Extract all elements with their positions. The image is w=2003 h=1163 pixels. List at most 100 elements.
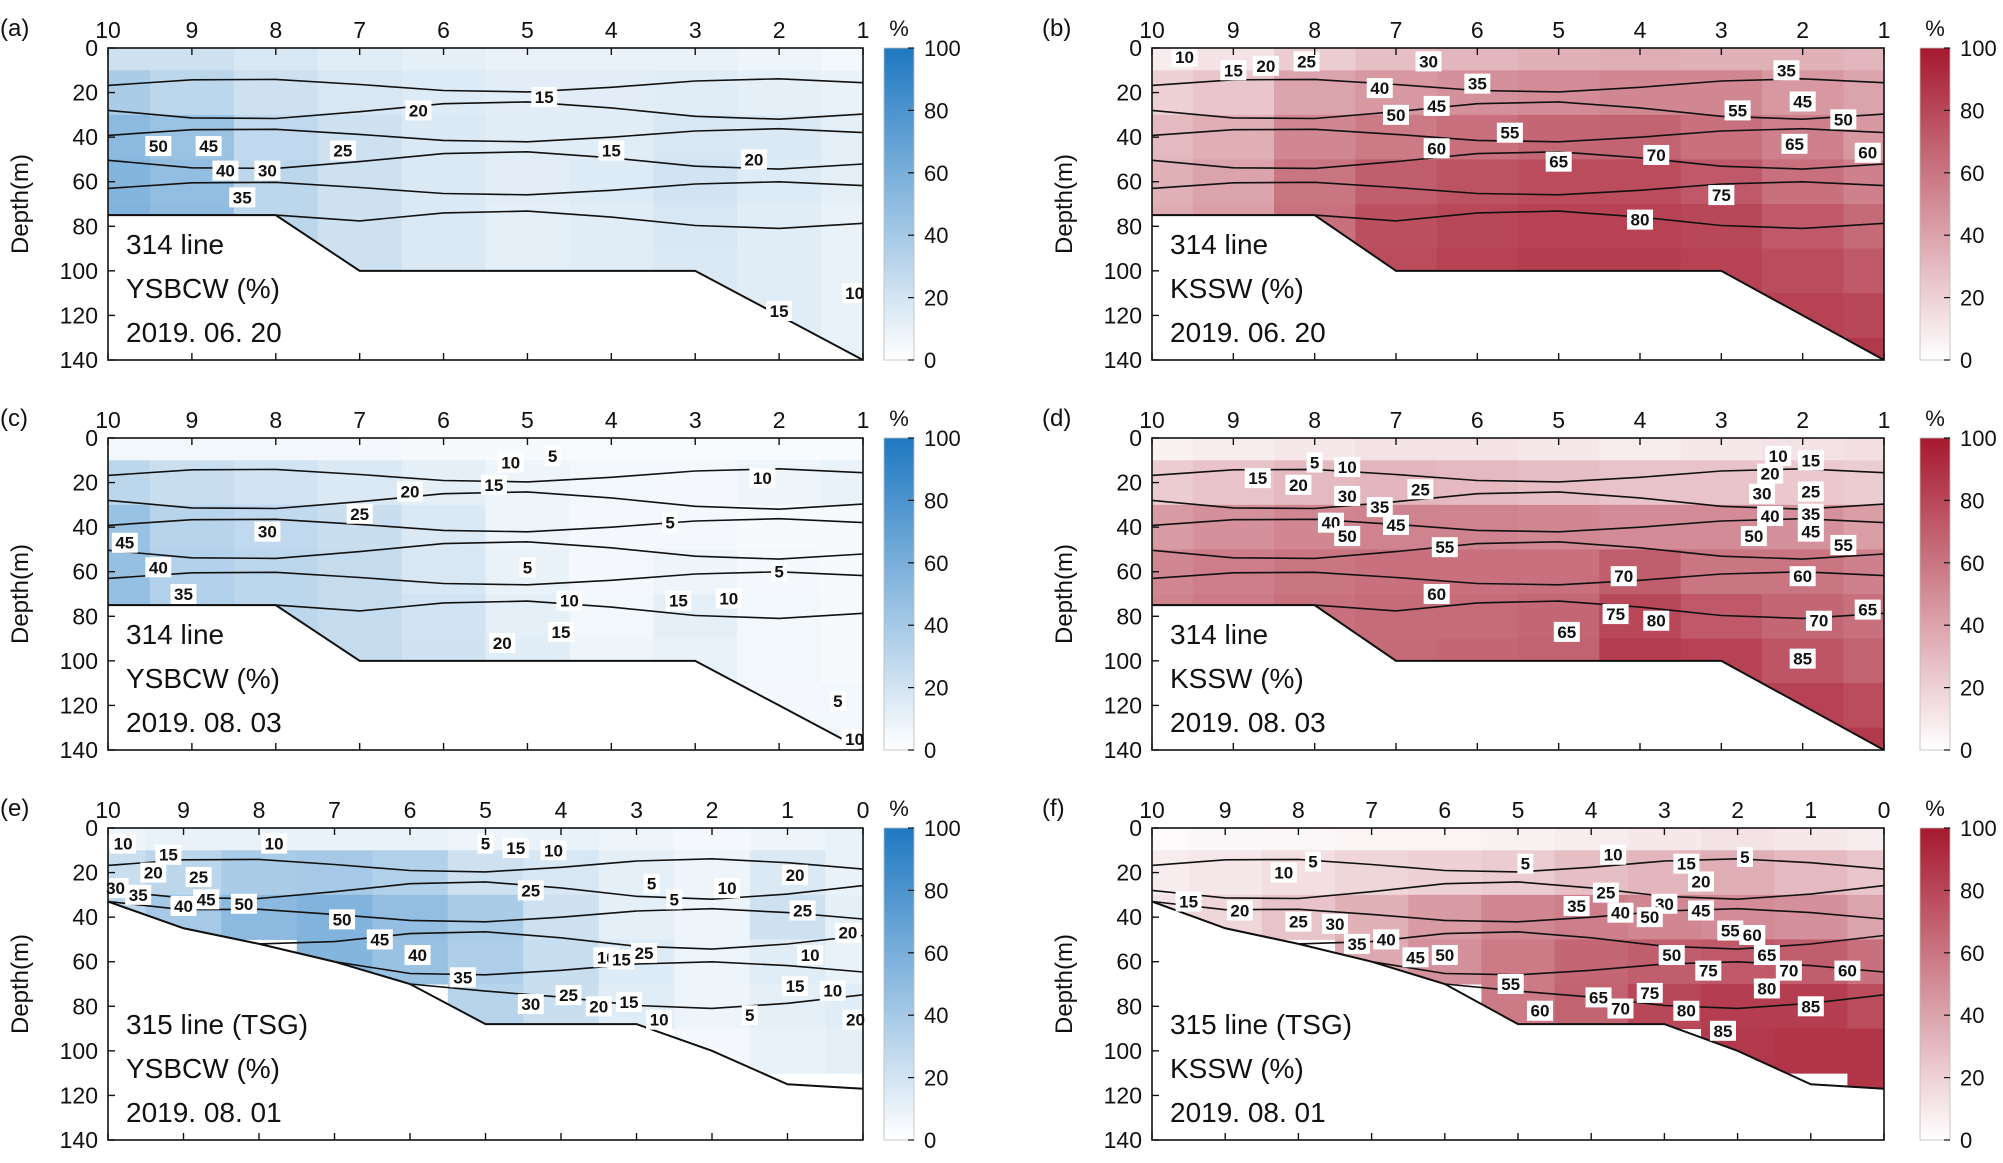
y-tick-label: 80 <box>72 213 98 239</box>
axes-frame <box>107 47 864 361</box>
contour-label: 50 <box>1640 908 1659 927</box>
heat-cell <box>821 204 863 250</box>
contour-label-bg <box>1423 138 1450 159</box>
heat-cell <box>1680 460 1763 506</box>
contour-label-bg <box>1592 882 1619 903</box>
contour-label-bg <box>749 468 776 489</box>
contour-label: 60 <box>1858 144 1877 163</box>
contour-label-bg <box>631 942 658 963</box>
x-tick-label: 5 <box>1512 797 1525 823</box>
heat-cell <box>149 70 235 116</box>
colorbar-tick-label: 60 <box>924 551 948 576</box>
contour-label: 35 <box>453 968 472 987</box>
info-text-2: KSSW (%) <box>1170 273 1304 304</box>
contour-label: 35 <box>233 188 252 207</box>
contour-label-bg <box>346 503 373 524</box>
contour-label-bg <box>1431 537 1458 558</box>
contour-line <box>108 517 863 533</box>
contour-label-bg <box>1805 610 1832 631</box>
contour-label: 10 <box>544 841 563 860</box>
contour-label: 15 <box>669 592 688 611</box>
contour-label-bg <box>1673 853 1700 874</box>
seabed-line <box>1152 214 1885 361</box>
heat-cell <box>1518 438 1600 461</box>
contour-label: 15 <box>535 88 554 107</box>
contour-label-bg <box>1545 151 1572 172</box>
contour-label-bg <box>1244 468 1271 489</box>
heat-cell <box>1627 828 1702 851</box>
contour-label-bg <box>741 1005 758 1026</box>
contour-label: 10 <box>719 589 738 608</box>
x-tick-label: 2 <box>1796 407 1809 433</box>
heat-cell <box>598 828 675 851</box>
heat-cell <box>485 159 570 205</box>
contour-label: 55 <box>1500 124 1519 143</box>
heat-cell <box>317 48 403 71</box>
contour-label: 40 <box>149 558 168 577</box>
colorbar-tick-label: 20 <box>924 286 948 311</box>
contour-label: 85 <box>1801 997 1820 1016</box>
contour-label-bg <box>1252 55 1279 76</box>
contour-label-bg <box>1305 851 1322 872</box>
contour-label: 65 <box>1757 946 1776 965</box>
x-tick-label: 1 <box>857 17 870 43</box>
contour-label-bg <box>1709 1020 1736 1041</box>
contour-label-bg <box>155 844 182 865</box>
info-text-1: 315 line (TSG) <box>1170 1009 1352 1040</box>
heat-cell <box>569 549 654 595</box>
contour-line <box>108 180 863 196</box>
heat-cell <box>825 828 863 851</box>
x-tick-label: 9 <box>185 407 198 433</box>
axes-frame <box>1151 47 1885 361</box>
heat-cell <box>108 48 151 71</box>
y-tick-label: 140 <box>60 1127 98 1153</box>
heat-cell <box>149 438 235 461</box>
contour-label-bg <box>1753 978 1780 999</box>
contour-label: 10 <box>845 730 864 749</box>
contour-label: 45 <box>1406 948 1425 967</box>
contour-label-bg <box>1496 122 1523 143</box>
heat-cell <box>749 828 826 851</box>
contour-label: 15 <box>1224 61 1243 80</box>
contour-label: 55 <box>1721 922 1740 941</box>
panel-letter: (e) <box>0 795 29 822</box>
y-tick-label: 40 <box>1116 124 1142 150</box>
heat-cell <box>221 850 298 896</box>
contour-label-bg <box>1517 853 1534 874</box>
contour-label: 5 <box>647 875 656 894</box>
heat-cell <box>821 460 863 506</box>
heat-cell <box>1518 460 1600 506</box>
contour-label-bg <box>1658 945 1685 966</box>
contour-label-bg <box>789 900 816 921</box>
contour-label: 60 <box>1743 926 1762 945</box>
heat-cell <box>569 594 654 640</box>
heat-cell <box>821 114 863 160</box>
contour-line <box>108 540 863 560</box>
contour-line <box>1152 900 1884 923</box>
x-tick-label: 7 <box>353 17 366 43</box>
x-tick-label: 6 <box>437 407 450 433</box>
contour-label-bg <box>1366 78 1393 99</box>
contour-label-bg <box>1220 60 1247 81</box>
heat-cell <box>749 1028 826 1074</box>
x-tick-label: 7 <box>1390 17 1403 43</box>
y-tick-label: 80 <box>1116 603 1142 629</box>
contour-label: 20 <box>846 1011 865 1030</box>
heat-cell <box>737 438 822 461</box>
colorbar-tick-label: 20 <box>924 676 948 701</box>
heat-cell <box>1599 48 1682 71</box>
contour-label: 80 <box>1631 211 1650 230</box>
contour-label-bg <box>544 445 561 466</box>
contour-label: 50 <box>149 137 168 156</box>
contour-label-bg <box>1402 947 1429 968</box>
heat-cell <box>821 159 863 205</box>
seabed <box>1152 901 1884 1140</box>
contour-label: 35 <box>1468 75 1487 94</box>
y-tick-label: 100 <box>1104 258 1142 284</box>
contour-label: 70 <box>1611 1000 1630 1019</box>
contour-label: 45 <box>197 890 216 909</box>
contour-label: 35 <box>1801 505 1820 524</box>
contour-label: 35 <box>1370 498 1389 517</box>
contour-label-bg <box>666 889 683 910</box>
contour-label-bg <box>1334 456 1361 477</box>
